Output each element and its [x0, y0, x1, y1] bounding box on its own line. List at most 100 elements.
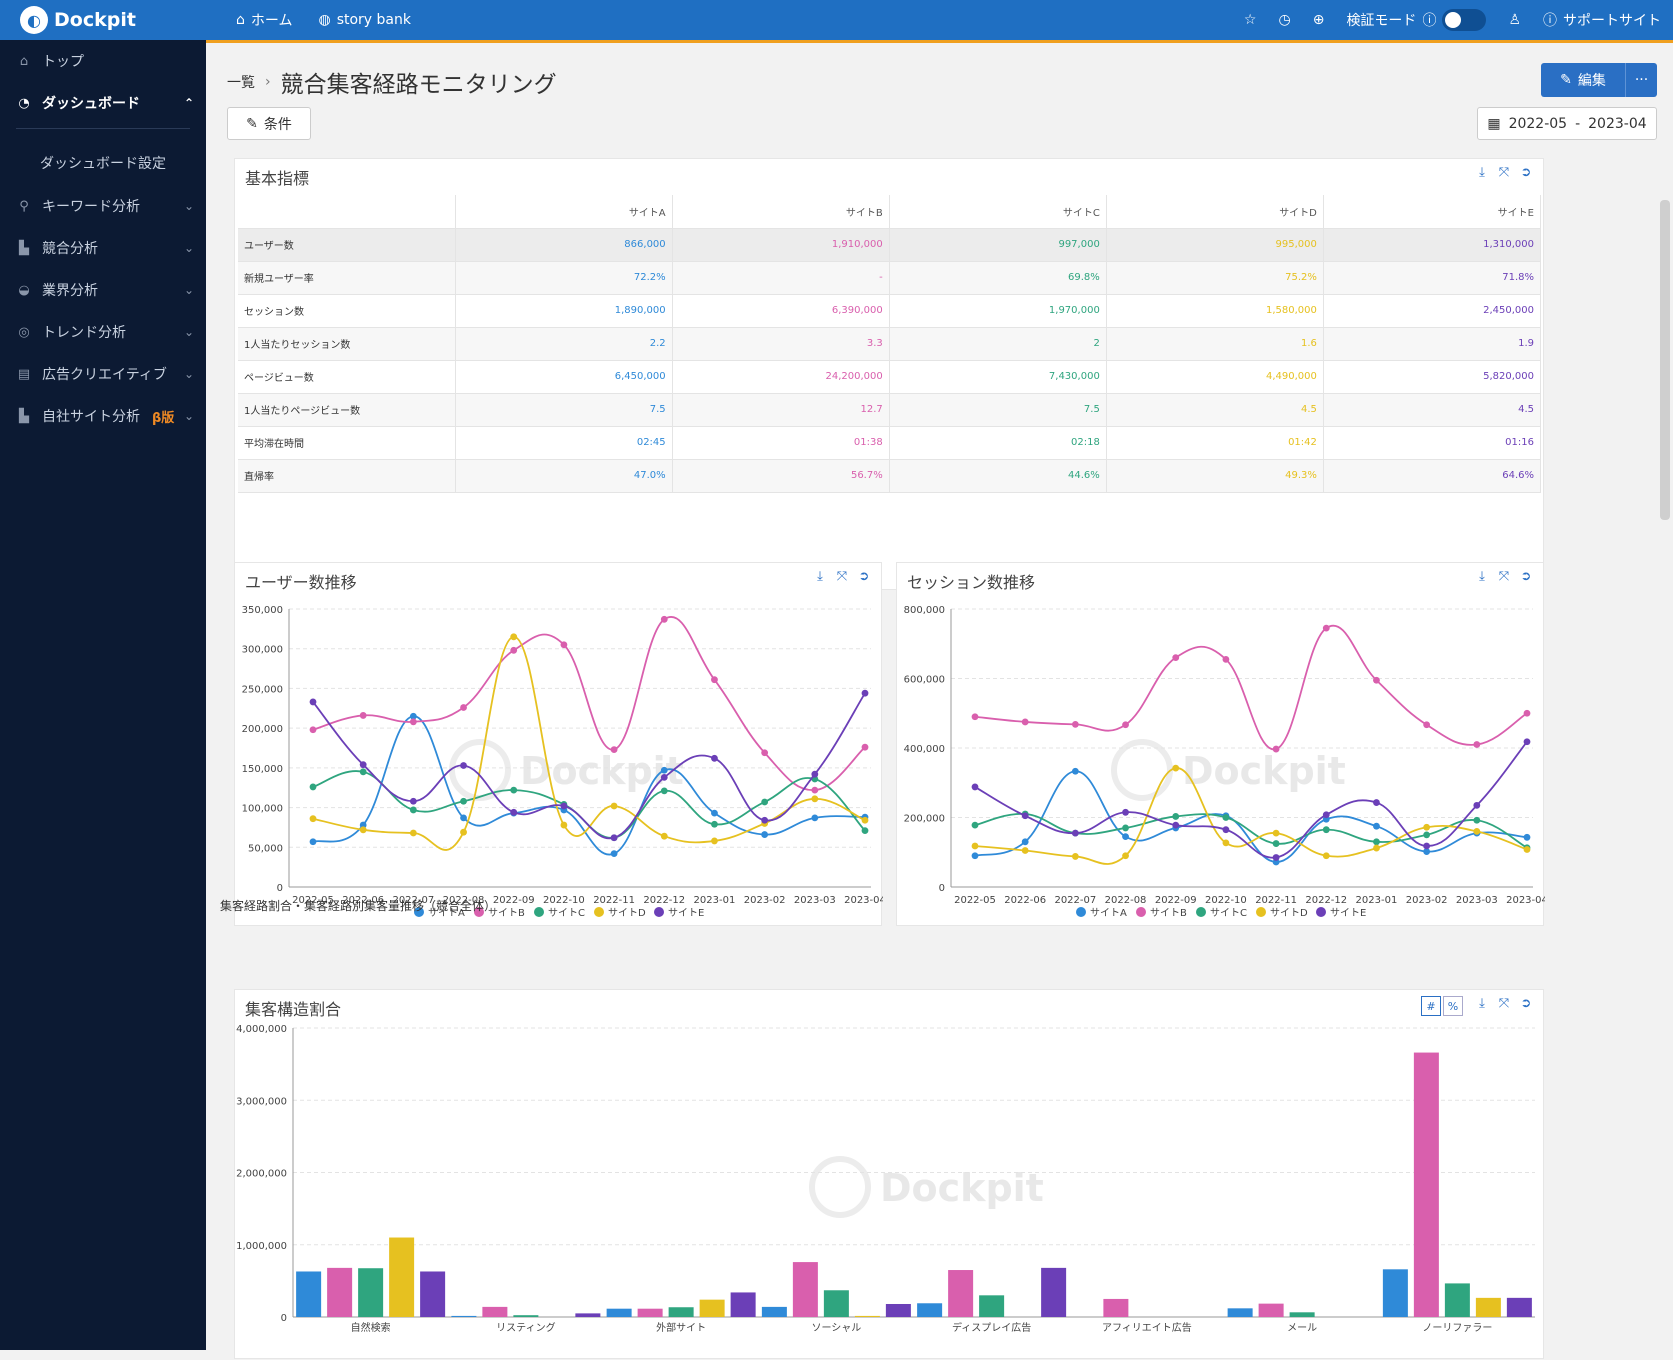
metrics-cell: 71.8%: [1323, 261, 1542, 295]
series-line: [974, 624, 1528, 750]
expand-icon[interactable]: ⤧: [1498, 996, 1510, 1011]
data-point: [1423, 831, 1431, 839]
chevron-right-icon: ›: [265, 74, 271, 90]
metrics-row: 1人当たりページビュー数 7.5 12.7 7.5 4.5 4.5: [238, 393, 1542, 427]
legend-marker: [534, 907, 544, 917]
metrics-cell: -: [672, 261, 890, 295]
download-icon[interactable]: ⤓: [1479, 569, 1485, 584]
metrics-cell: 02:45: [455, 426, 673, 460]
bar: [792, 1262, 818, 1317]
scrollbar[interactable]: [1660, 200, 1670, 520]
sidebar-item-top[interactable]: ⌂ トップ: [0, 40, 206, 82]
watermark: Dockpit: [880, 1166, 1044, 1210]
question-icon: ⓘ: [1543, 13, 1557, 29]
breadcrumb-home[interactable]: 一覧: [227, 75, 255, 91]
history-icon[interactable]: ◷: [1278, 12, 1291, 28]
data-point: [811, 786, 819, 794]
expand-icon[interactable]: ⤧: [1498, 569, 1510, 584]
y-tick-label: 150,000: [242, 764, 283, 775]
conditions-button[interactable]: ✎ 条件: [227, 107, 311, 140]
data-point: [309, 726, 317, 734]
download-icon[interactable]: ⤓: [1479, 165, 1485, 180]
metrics-row: ユーザー数 866,000 1,910,000 997,000 995,000 1,310…: [238, 228, 1542, 262]
bar: [1475, 1297, 1501, 1317]
expand-icon[interactable]: ⤧: [836, 569, 848, 584]
chevron-down-icon: ⌄: [183, 283, 194, 297]
download-icon[interactable]: ⤓: [1479, 996, 1485, 1011]
more-button[interactable]: ···: [1625, 63, 1657, 97]
metrics-row-label: 1人当たりセッション数: [238, 327, 456, 361]
data-point: [309, 698, 317, 706]
date-range-picker[interactable]: ▦ 2022-05 - 2023-04: [1477, 107, 1657, 140]
verify-mode-toggle[interactable]: [1442, 9, 1487, 31]
data-point: [811, 795, 819, 803]
count-mode-button[interactable]: #: [1421, 996, 1441, 1016]
data-point: [861, 743, 869, 751]
sidebar-item-dashboard[interactable]: ◔ ダッシュボード ⌃: [0, 82, 206, 124]
sessions-line-chart: Dockpit 0 200,000 400,000 600,000 800,000 2022…: [904, 605, 1545, 919]
metrics-cell: 997,000: [889, 228, 1107, 262]
value-mode-toggle: # %: [1421, 996, 1463, 1016]
sidebar-item-ad-creative[interactable]: ▤ 広告クリエイティブ ⌄: [0, 353, 206, 395]
metrics-row: 直帰率 47.0% 56.7% 44.6% 49.3% 64.6%: [238, 459, 1542, 493]
download-icon[interactable]: ⤓: [817, 569, 823, 584]
percent-mode-button[interactable]: %: [1443, 996, 1463, 1016]
sidebar-item-dashboard-settings[interactable]: ダッシュボード設定: [0, 141, 206, 185]
metrics-cell: 1.9: [1323, 327, 1542, 361]
bar: [668, 1307, 694, 1317]
user-icon[interactable]: ♙: [1508, 12, 1521, 28]
metrics-cell: 72.2%: [455, 261, 673, 295]
beta-badge: β版: [152, 410, 175, 426]
metrics-cell: 1,890,000: [455, 294, 673, 328]
arrow-circle-icon[interactable]: ➲: [1520, 996, 1532, 1011]
expand-icon[interactable]: ⤧: [1498, 165, 1510, 180]
data-point: [1122, 852, 1129, 860]
users-chart-panel: ユーザー数推移 ⤓ ⤧ ➲ Dockpit 0 50,000 100,000 150,0…: [234, 562, 883, 926]
verify-mode-label: 検証モード: [1346, 13, 1417, 29]
y-tick-label: 1,000,000: [236, 1241, 287, 1252]
data-point: [460, 828, 467, 836]
metrics-cell: 4.5: [1323, 393, 1542, 427]
data-point: [1272, 840, 1280, 847]
arrow-circle-icon[interactable]: ➲: [1520, 569, 1532, 584]
arrow-circle-icon[interactable]: ➲: [1520, 165, 1532, 180]
nav-home[interactable]: ⌂ ホーム: [236, 10, 292, 30]
metrics-cell: 6,450,000: [455, 360, 673, 394]
sidebar-item-competitor[interactable]: ▙ 競合分析 ⌄: [0, 227, 206, 269]
sidebar-item-trend[interactable]: ◎ トレンド分析 ⌄: [0, 311, 206, 353]
structure-chart-panel: 集客構造割合 # % ⤓ ⤧ ➲ Dockpit 0 1,000,000 2,000,…: [234, 989, 1544, 1359]
edit-button[interactable]: ✎ 編集: [1541, 63, 1625, 97]
edit-label: 編集: [1577, 73, 1606, 89]
industry-icon: ◒: [18, 282, 30, 298]
sidebar-item-industry[interactable]: ◒ 業界分析 ⌄: [0, 269, 206, 311]
language-icon[interactable]: ⊕: [1312, 12, 1325, 28]
sidebar-item-own-site[interactable]: ▙ 自社サイト分析 β版 ⌄: [0, 395, 206, 437]
legend-label: サイトC: [1210, 907, 1247, 919]
sessions-chart-tools: ⤓ ⤧ ➲: [1475, 569, 1533, 584]
arrow-circle-icon[interactable]: ➲: [858, 569, 870, 584]
help-icon[interactable]: ⓘ: [1422, 13, 1437, 29]
bar: [699, 1299, 725, 1317]
metrics-cell: 995,000: [1106, 228, 1324, 262]
data-point: [971, 713, 979, 721]
sessions-chart-title: セッション数推移: [907, 573, 1036, 592]
x-tick-label: アフィリエイト広告: [1102, 1321, 1192, 1334]
sidebar-item-label: 自社サイト分析: [42, 409, 140, 425]
data-point: [510, 786, 518, 794]
chevron-down-icon: ⌄: [183, 325, 194, 339]
data-point: [711, 820, 718, 828]
support-link[interactable]: ⓘ サポートサイト: [1543, 10, 1661, 30]
globe-icon: ◍: [318, 12, 331, 28]
y-tick-label: 250,000: [242, 684, 283, 695]
metrics-cell: 1.6: [1106, 327, 1324, 361]
sidebar-item-keyword[interactable]: ⚲ キーワード分析 ⌄: [0, 185, 206, 227]
app-logo[interactable]: ◐ Dockpit: [20, 6, 210, 34]
metrics-cell: 01:16: [1323, 426, 1542, 460]
nav-story-bank[interactable]: ◍ story bank: [318, 12, 411, 28]
date-separator: -: [1575, 115, 1581, 132]
x-tick-label: 2022-06: [342, 895, 384, 906]
star-icon[interactable]: ☆: [1243, 12, 1257, 28]
edit-icon: ✎: [246, 115, 258, 132]
legend-marker: [1136, 907, 1146, 917]
x-tick-label: 2022-12: [1305, 895, 1347, 906]
